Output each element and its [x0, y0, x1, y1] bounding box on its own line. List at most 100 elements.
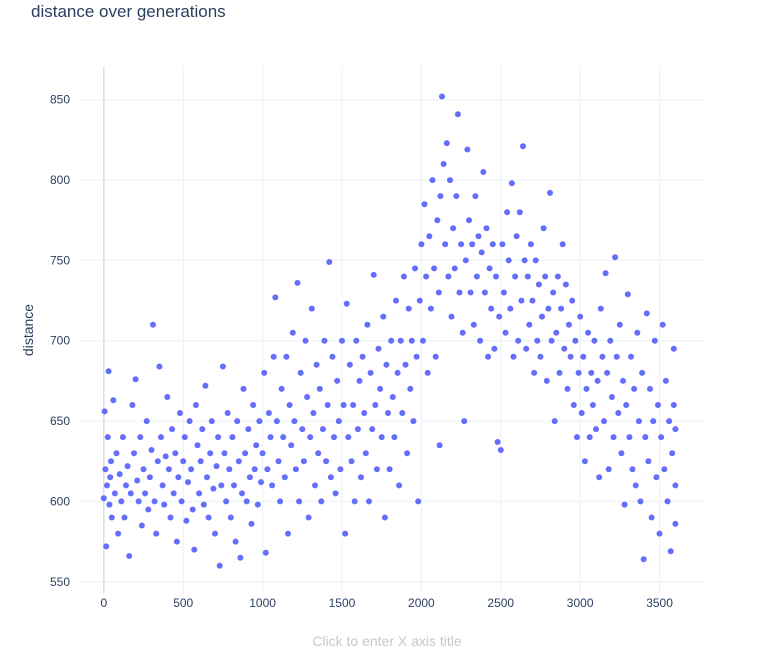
data-point[interactable]: [650, 418, 657, 425]
data-point[interactable]: [493, 273, 499, 280]
data-point[interactable]: [308, 305, 315, 312]
data-point[interactable]: [118, 498, 125, 505]
data-point[interactable]: [508, 180, 515, 187]
data-point[interactable]: [607, 337, 614, 344]
data-point[interactable]: [312, 482, 318, 489]
data-point[interactable]: [424, 369, 431, 376]
data-point[interactable]: [142, 490, 149, 497]
data-point[interactable]: [566, 321, 572, 328]
data-point[interactable]: [319, 426, 326, 433]
data-point[interactable]: [577, 313, 584, 320]
data-point[interactable]: [532, 257, 539, 264]
data-point[interactable]: [543, 377, 550, 384]
data-point[interactable]: [499, 241, 506, 248]
data-point[interactable]: [436, 442, 443, 449]
data-point[interactable]: [661, 466, 668, 473]
data-point[interactable]: [262, 549, 269, 556]
data-point[interactable]: [459, 329, 466, 336]
data-point[interactable]: [111, 490, 118, 497]
data-point[interactable]: [529, 297, 536, 304]
data-point[interactable]: [527, 241, 534, 248]
data-point[interactable]: [113, 450, 120, 457]
data-point[interactable]: [258, 479, 264, 486]
data-point[interactable]: [554, 273, 561, 280]
data-point[interactable]: [659, 321, 666, 328]
data-point[interactable]: [116, 471, 123, 478]
data-point[interactable]: [192, 402, 199, 408]
data-point[interactable]: [523, 345, 530, 352]
data-point[interactable]: [655, 402, 661, 408]
data-point[interactable]: [178, 498, 185, 505]
data-point[interactable]: [423, 273, 430, 280]
data-point[interactable]: [462, 257, 469, 264]
data-point[interactable]: [131, 450, 137, 457]
data-point[interactable]: [621, 501, 628, 508]
data-point[interactable]: [126, 553, 133, 559]
data-point[interactable]: [615, 410, 622, 416]
data-point[interactable]: [300, 458, 307, 465]
data-point[interactable]: [574, 434, 580, 441]
data-point[interactable]: [473, 273, 480, 280]
data-point[interactable]: [167, 514, 174, 521]
data-point[interactable]: [647, 385, 653, 392]
data-point[interactable]: [302, 337, 309, 344]
data-point[interactable]: [435, 289, 442, 296]
data-point[interactable]: [516, 209, 523, 216]
data-point[interactable]: [165, 466, 172, 473]
data-point[interactable]: [558, 305, 565, 312]
data-point[interactable]: [494, 439, 501, 445]
data-point[interactable]: [337, 466, 344, 473]
data-point[interactable]: [350, 402, 357, 408]
data-point[interactable]: [608, 394, 615, 400]
data-point[interactable]: [232, 538, 239, 545]
data-point[interactable]: [466, 217, 472, 224]
data-point[interactable]: [453, 193, 460, 200]
data-point[interactable]: [534, 337, 541, 344]
data-point[interactable]: [521, 257, 528, 264]
data-point[interactable]: [221, 450, 228, 457]
data-point[interactable]: [143, 418, 150, 425]
data-point[interactable]: [520, 143, 526, 150]
data-point[interactable]: [278, 385, 285, 392]
data-point[interactable]: [469, 241, 476, 248]
data-point[interactable]: [256, 418, 263, 425]
data-point[interactable]: [537, 353, 544, 360]
data-point[interactable]: [489, 241, 496, 248]
data-point[interactable]: [618, 450, 625, 457]
data-point[interactable]: [162, 453, 169, 460]
data-point[interactable]: [123, 482, 129, 489]
data-point[interactable]: [150, 321, 156, 328]
data-points[interactable]: [100, 93, 679, 569]
data-point[interactable]: [472, 193, 479, 200]
data-point[interactable]: [183, 517, 190, 524]
data-point[interactable]: [127, 490, 134, 497]
data-point[interactable]: [593, 426, 599, 433]
data-point[interactable]: [294, 279, 301, 286]
data-point[interactable]: [237, 554, 244, 561]
data-point[interactable]: [129, 402, 136, 408]
data-point[interactable]: [504, 209, 511, 216]
data-point[interactable]: [405, 305, 412, 312]
data-point[interactable]: [653, 474, 660, 481]
data-point[interactable]: [245, 426, 252, 433]
data-point[interactable]: [140, 466, 147, 473]
data-point[interactable]: [145, 506, 152, 513]
data-point[interactable]: [635, 418, 642, 425]
data-point[interactable]: [602, 270, 609, 277]
data-point[interactable]: [626, 434, 633, 441]
data-point[interactable]: [327, 474, 334, 481]
data-point[interactable]: [642, 434, 649, 441]
data-point[interactable]: [378, 434, 385, 441]
data-point[interactable]: [215, 434, 222, 441]
data-point[interactable]: [281, 474, 288, 481]
data-point[interactable]: [604, 369, 611, 376]
data-point[interactable]: [315, 450, 322, 457]
data-point[interactable]: [518, 297, 525, 304]
data-point[interactable]: [267, 434, 274, 441]
data-point[interactable]: [181, 434, 188, 441]
data-point[interactable]: [119, 434, 126, 441]
data-point[interactable]: [362, 450, 369, 457]
data-point[interactable]: [416, 297, 423, 304]
data-point[interactable]: [464, 146, 471, 153]
data-point[interactable]: [173, 538, 180, 545]
